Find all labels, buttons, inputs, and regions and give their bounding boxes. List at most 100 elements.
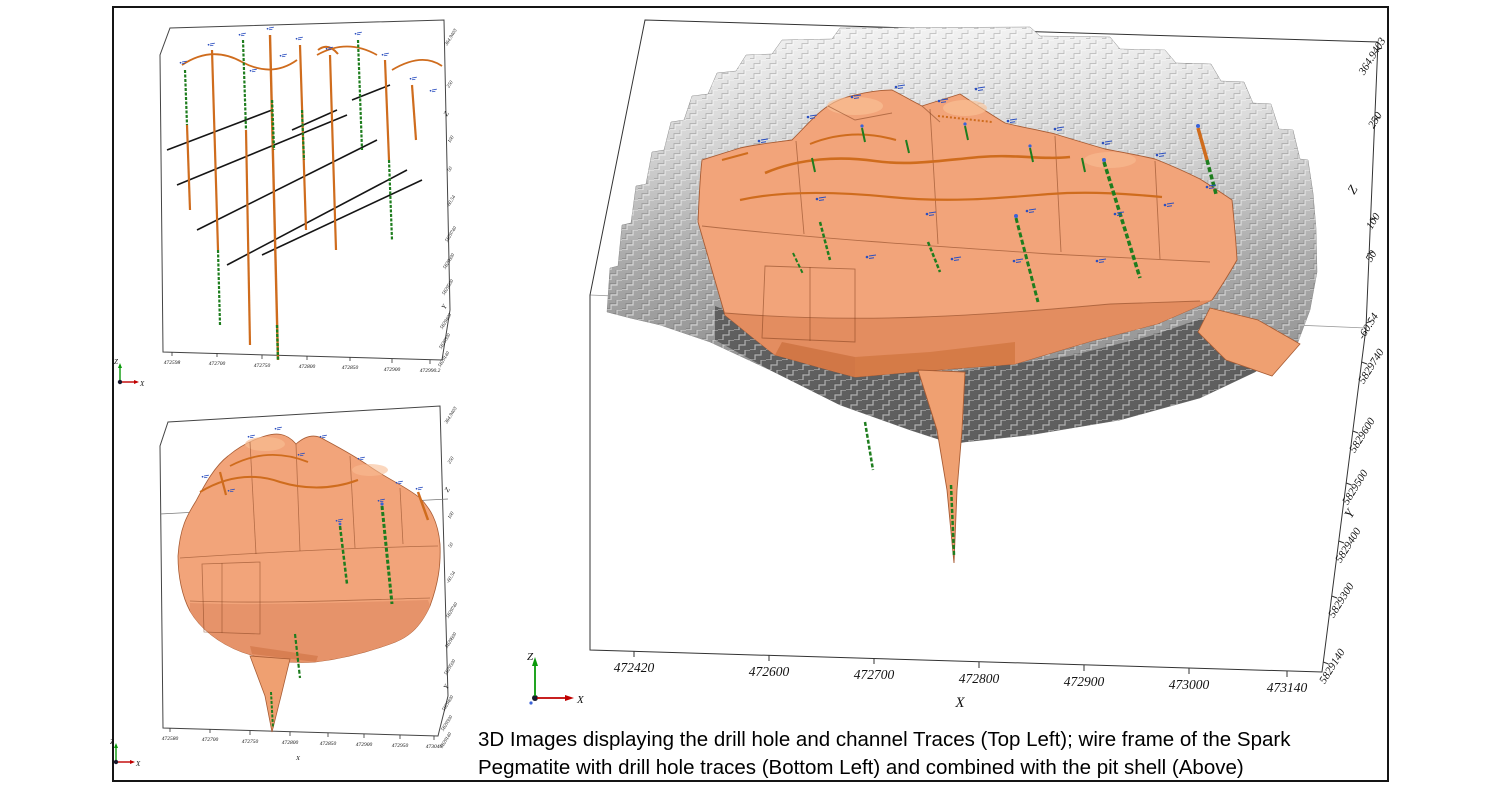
axis-tick-label: 472700 [854,667,895,682]
axis-tick-label: 100 [447,135,455,144]
channel-traces-orange [181,45,443,71]
axis-tick-label: 473040 [426,743,443,750]
axis-tick-label: 50 [447,166,454,173]
pegmatite-spike [249,655,291,733]
x-axis-arrowhead-icon [134,380,139,384]
x-axis [171,352,431,364]
channel-traces-orange [721,115,1163,202]
triad-origin-dot [532,695,538,701]
triad-origin-dot [113,759,119,765]
axis-tick-label: 472750 [242,738,259,745]
axis-label: X [954,695,965,711]
z-axis-tick-labels: 364.9403 250 100 50 -60.54 Z [1344,35,1389,341]
axis-tick-label: 472900 [384,366,401,373]
axis-tick-label: 5829500 [442,279,456,297]
x-axis-arrowhead-icon [565,695,574,701]
axis-label: Z [1344,182,1361,197]
axis-tick-label: 472850 [342,364,359,371]
axis-tick-label: 364.9403 [444,406,458,425]
z-axis-arrowhead-icon [118,363,122,368]
axis-tick-label: 472800 [299,363,316,370]
axis-tick-label: 250 [447,456,455,465]
axis-tick-label: 250 [1366,110,1385,131]
axis-tick-label: 5829500 [1340,467,1371,506]
y-axis-dot-icon [529,701,533,705]
axis-tick-label: 472700 [202,736,219,743]
pegmatite-wireframe [177,433,441,733]
triad-origin-dot [117,379,123,385]
pegmatite-wireframe-view: 472580 472700 472750 472800 472850 47290… [110,405,460,768]
zy-axis-tick-labels: 364.9403 250 Z 100 50 -60.54 5829740 582… [438,28,459,368]
axis-tick-label: 250 [446,80,454,89]
x-axis-arrowhead-icon [130,760,135,764]
axis-tick-label: 472598 [164,359,181,366]
axis-tick-label: 472600 [749,664,790,679]
axis-tick-label: 5829400 [442,695,456,713]
axis-tick-label: -60.54 [446,195,457,209]
x-axis-letter: X [139,380,145,388]
axis-tick-label: 5829600 [443,253,457,271]
axis-tick-label: 5829140 [440,732,454,750]
drill-hole-traces [792,122,1218,556]
axis-label: Z [443,486,452,494]
axis-tick-label: 472420 [614,660,655,675]
y-axis-tick-labels: 5829740 5829600 5829500 5829400 5829300 … [1317,346,1387,685]
axis-label: X [295,755,301,762]
axis-tick-label: 472580 [162,735,179,742]
axis-tick-label: 5829500 [444,659,458,677]
axis-triad: Z X [110,738,141,768]
axis-tick-label: 50 [448,542,455,549]
figure-caption: 3D Images displaying the drill hole and … [478,726,1378,783]
axis-tick-label: 5829140 [1317,646,1348,685]
y-axis [1323,361,1368,665]
x-axis-letter: X [576,694,585,706]
axis-tick-label: 472700 [209,360,226,367]
x-axis-tick-labels: 472420 472600 472700 472800 472900 47300… [614,660,1308,711]
x-axis [633,651,1288,677]
x-axis-letter: X [135,760,141,768]
axis-tick-label: 364.9403 [444,28,458,47]
x-axis-tick-labels: 472580 472700 472750 472800 472850 47290… [162,735,443,762]
drill-hole-labels [179,26,438,93]
axis-tick-label: 100 [1364,211,1383,232]
z-axis-letter: Z [110,738,114,746]
channel-traces-black [166,84,423,266]
z-axis-letter: Z [114,358,118,366]
x-axis [169,728,435,740]
pegmatite-spike [917,369,966,564]
axis-tick-label: 50 [1363,248,1379,264]
axis-triad: Z X [114,358,145,388]
axis-tick-label: 472850 [320,740,337,747]
z-axis-letter: Z [527,651,534,663]
axis-tick-label: 473140 [1267,680,1308,695]
axis-tick-label: 100 [447,511,455,520]
axis-tick-label: 473000 [1169,677,1210,692]
axis-label: Y [442,682,451,690]
axis-label: Z [442,110,451,118]
axis-tick-label: 472900 [1064,674,1105,689]
axis-tick-label: -60.54 [446,571,457,585]
axis-tick-label: 5829740 [446,602,460,620]
axis-tick-label: -60.54 [1356,311,1381,342]
axis-tick-label: 472950 [392,742,409,749]
bounding-box [159,19,451,361]
z-axis-arrowhead-icon [114,743,118,748]
axis-label: Y [440,302,449,310]
axis-tick-label: 472990.2 [420,367,441,374]
axis-tick-label: 472800 [959,671,1000,686]
pegmatite-body [697,89,1238,564]
pegmatite-right-lobe [1197,307,1301,377]
z-axis [1365,47,1383,324]
z-axis-arrowhead-icon [532,657,538,666]
axis-tick-label: 472800 [282,739,299,746]
caption-line-1: 3D Images displaying the drill hole and … [478,728,1291,751]
axis-triad: Z X [527,651,585,706]
axis-tick-label: 472750 [254,362,271,369]
x-axis-tick-labels: 472598 472700 472750 472800 472850 47290… [164,359,441,374]
drill-traces-view: 472598 472700 472750 472800 472850 47290… [114,19,459,388]
drill-hole-traces [183,34,418,361]
channel-traces-orange [199,454,430,521]
combined-pit-view: 472420 472600 472700 472800 472900 47300… [527,19,1389,711]
drill-hole-traces [270,502,394,729]
